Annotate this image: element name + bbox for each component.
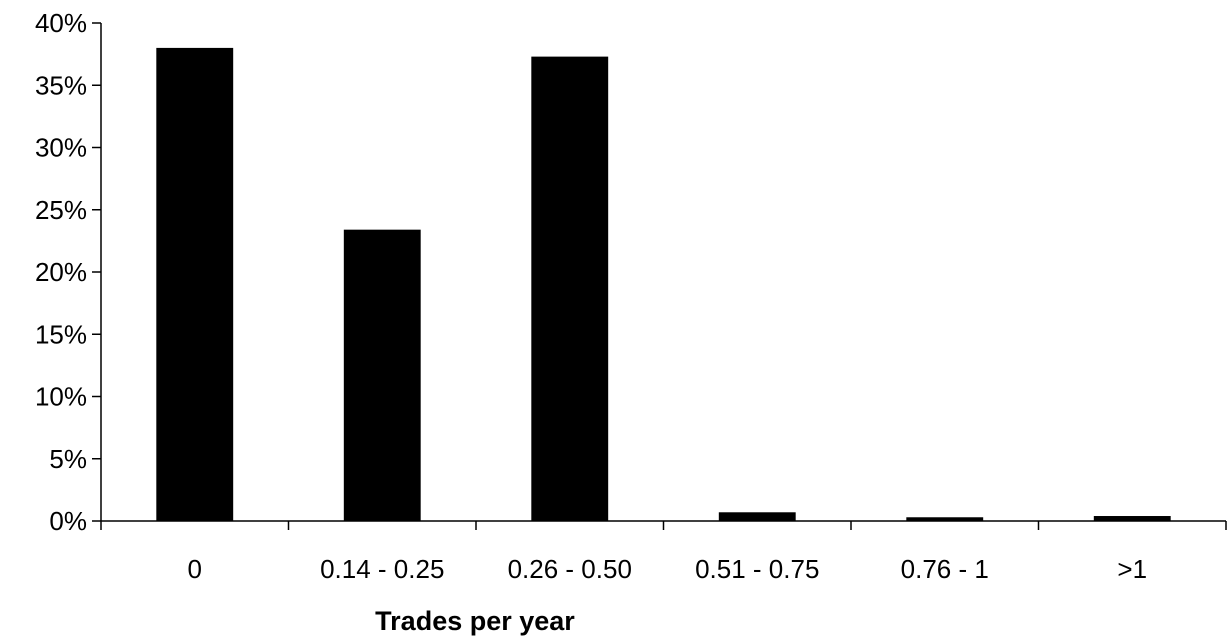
bar bbox=[344, 230, 421, 521]
x-axis-labels: 0 0.14 - 0.25 0.26 - 0.50 0.51 - 0.75 0.76 -… bbox=[188, 554, 1148, 584]
bar bbox=[531, 57, 608, 521]
y-axis-ticks: 0% 5% 10% 15% 20% 25% 30% 35% 40% bbox=[35, 8, 101, 536]
x-tick-label: 0.26 - 0.50 bbox=[508, 554, 632, 584]
y-tick-label: 30% bbox=[35, 133, 87, 163]
y-tick-label: 15% bbox=[35, 319, 87, 349]
bar bbox=[719, 512, 796, 521]
y-tick-label: 40% bbox=[35, 8, 87, 38]
x-tick-label: 0.14 - 0.25 bbox=[320, 554, 444, 584]
y-tick-label: 25% bbox=[35, 195, 87, 225]
y-tick-label: 35% bbox=[35, 70, 87, 100]
x-axis-title: Trades per year bbox=[375, 606, 575, 636]
x-tick-label: 0.76 - 1 bbox=[901, 554, 989, 584]
x-axis-ticks bbox=[101, 521, 1226, 530]
y-tick-label: 10% bbox=[35, 382, 87, 412]
y-tick-label: 0% bbox=[49, 506, 87, 536]
y-tick-label: 5% bbox=[49, 444, 87, 474]
y-tick-label: 20% bbox=[35, 257, 87, 287]
x-tick-label: 0.51 - 0.75 bbox=[695, 554, 819, 584]
bar bbox=[156, 48, 233, 521]
bars bbox=[156, 48, 1170, 521]
x-tick-label: 0 bbox=[188, 554, 202, 584]
x-tick-label: >1 bbox=[1117, 554, 1147, 584]
